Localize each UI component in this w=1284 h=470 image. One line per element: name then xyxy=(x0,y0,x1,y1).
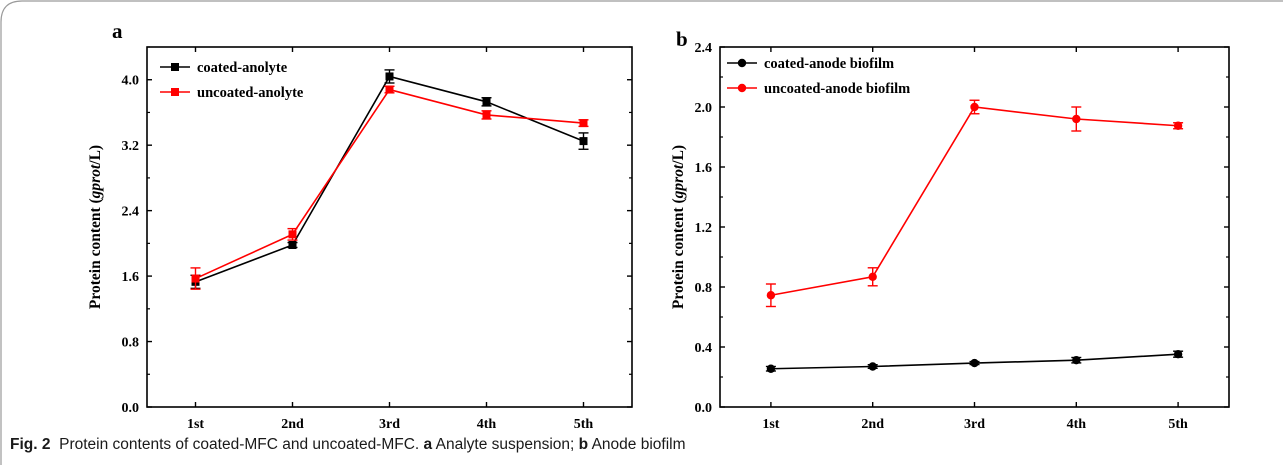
legend-label: uncoated-anode biofilm xyxy=(764,81,910,97)
data-point xyxy=(579,119,588,128)
y-axis-label-prefix: Protein content ( xyxy=(670,198,687,309)
y-axis-label-suffix: /L) xyxy=(87,145,104,166)
data-point xyxy=(970,358,979,368)
x-tick-label: 3rd xyxy=(964,417,985,432)
data-point xyxy=(288,241,297,249)
chart-panel-a: 0.0 0.8 1.6 2.4 3.2 4.0 1st 2nd 3rd 4th 5th a Protei… xyxy=(87,19,633,432)
x-tick-label: 3rd xyxy=(379,417,400,432)
data-point xyxy=(482,97,491,106)
data-point xyxy=(868,272,877,281)
legend-label: coated-anolyte xyxy=(197,60,288,76)
y-tick-label: 0.8 xyxy=(695,281,713,296)
data-point xyxy=(482,110,491,119)
x-tick-label: 5th xyxy=(1168,417,1188,432)
chart-panel-b: 0.0 0.4 0.8 1.2 1.6 2.0 2.4 1st 2nd 3rd 4th 5th b Pro… xyxy=(670,27,1230,432)
y-tick-label: 4.0 xyxy=(122,74,140,89)
data-point xyxy=(385,85,394,94)
legend-marker xyxy=(737,58,747,68)
series-line xyxy=(195,88,584,280)
y-tick-label: 2.4 xyxy=(695,41,713,56)
y-tick-label: 0.4 xyxy=(695,341,713,356)
x-tick-label: 4th xyxy=(477,417,497,432)
y-axis-label-unit: gprot xyxy=(87,164,104,199)
y-tick-label: 2.0 xyxy=(695,101,713,116)
y-tick-label: 1.6 xyxy=(695,161,713,176)
legend-marker xyxy=(737,83,747,93)
y-tick-label: 2.4 xyxy=(122,205,140,220)
legend-label: uncoated-anolyte xyxy=(197,85,304,101)
data-point xyxy=(579,137,588,146)
y-tick-label: 1.6 xyxy=(122,270,140,285)
figure-caption: Fig. 2 Protein contents of coated-MFC an… xyxy=(10,436,686,454)
data-point xyxy=(1173,350,1183,359)
y-axis-label-prefix: Protein content ( xyxy=(87,198,104,309)
data-point xyxy=(288,230,297,239)
legend-label: coated-anode biofilm xyxy=(764,56,894,72)
y-axis-label: Protein content (gprot/L) xyxy=(87,145,104,309)
data-point xyxy=(766,291,776,300)
x-tick-label: 4th xyxy=(1067,417,1087,432)
data-point xyxy=(868,362,877,371)
data-point xyxy=(1072,114,1081,124)
y-tick-label: 0.0 xyxy=(122,401,140,416)
panel-label: a xyxy=(112,19,123,43)
y-axis-label-unit: gprot xyxy=(670,164,687,199)
y-tick-label: 0.0 xyxy=(695,401,713,416)
data-point xyxy=(385,72,394,81)
data-point xyxy=(1072,356,1081,365)
x-tick-label: 1st xyxy=(187,417,204,432)
caption-panel-a-text: Analyte suspension; xyxy=(435,436,575,453)
legend-marker xyxy=(171,88,179,96)
y-tick-label: 1.2 xyxy=(695,221,713,236)
plot-frame xyxy=(146,46,633,408)
series-line xyxy=(770,106,1179,297)
legend-marker xyxy=(171,63,179,71)
caption-panel-a-letter: a xyxy=(423,436,433,453)
x-tick-label: 2nd xyxy=(281,417,304,432)
x-tick-label: 5th xyxy=(574,417,594,432)
x-tick-label: 1st xyxy=(762,417,779,432)
caption-fig-label: Fig. 2 xyxy=(10,436,51,453)
series-line xyxy=(195,75,584,283)
data-point xyxy=(970,102,979,112)
caption-panel-b-text: Anode biofilm xyxy=(591,436,686,453)
data-point xyxy=(191,274,200,283)
data-point xyxy=(1173,121,1183,130)
y-axis-label: Protein content (gprot/L) xyxy=(670,145,687,309)
caption-text: Protein contents of coated-MFC and uncoa… xyxy=(59,436,420,453)
caption-panel-b-letter: b xyxy=(578,436,589,453)
panel-label: b xyxy=(676,27,688,51)
x-tick-label: 2nd xyxy=(861,417,884,432)
y-tick-label: 3.2 xyxy=(122,139,140,154)
y-tick-label: 0.8 xyxy=(122,336,140,351)
data-point xyxy=(766,364,776,373)
y-axis-label-suffix: /L) xyxy=(670,145,687,166)
